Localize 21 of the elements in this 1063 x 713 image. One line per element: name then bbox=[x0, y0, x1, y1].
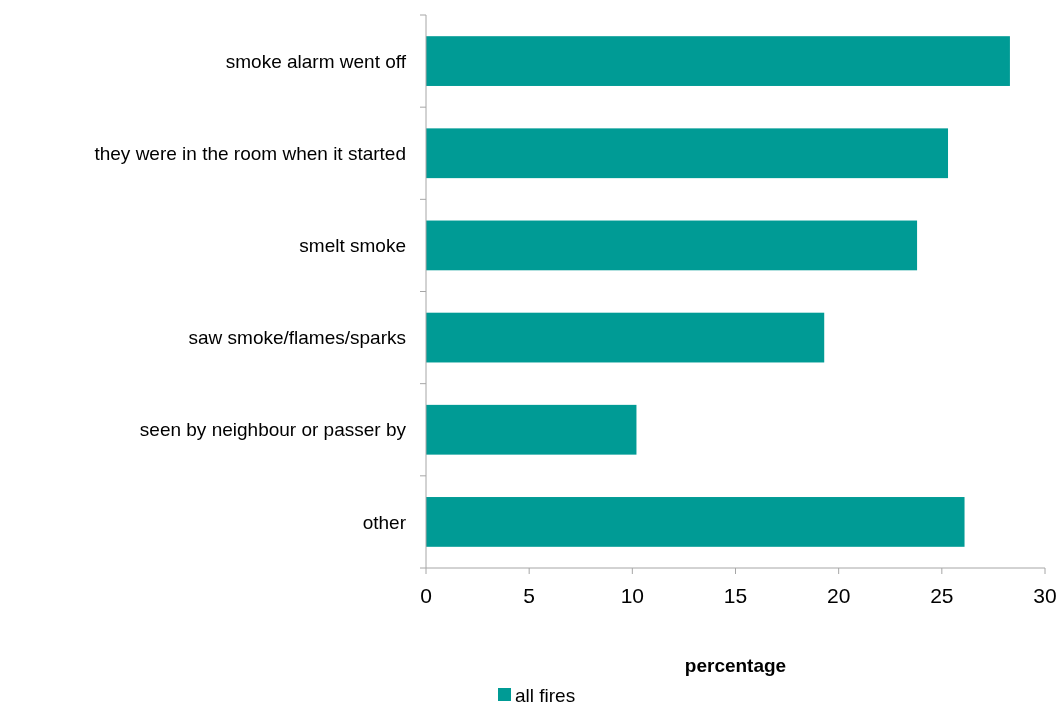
y-tick-label: other bbox=[362, 511, 407, 533]
x-axis-title: percentage bbox=[684, 655, 787, 676]
y-tick-label: seen by neighbour or passer by bbox=[139, 419, 407, 441]
x-tick-label: 20 bbox=[826, 583, 851, 607]
bar bbox=[426, 220, 918, 271]
y-tick-label: smelt smoke bbox=[299, 235, 406, 257]
x-tick-label: 30 bbox=[1033, 583, 1057, 607]
bar bbox=[426, 404, 637, 455]
x-tick-label: 5 bbox=[523, 583, 536, 607]
y-tick-label: they were in the room when it started bbox=[94, 142, 406, 164]
x-tick-label: 25 bbox=[930, 583, 954, 607]
y-tick-label: saw smoke/flames/sparks bbox=[188, 327, 406, 349]
x-tick-label: 15 bbox=[723, 583, 748, 607]
bar bbox=[426, 128, 949, 179]
x-tick-label: 0 bbox=[420, 583, 432, 607]
y-tick-label: smoke alarm went off bbox=[225, 50, 407, 72]
bar bbox=[426, 312, 825, 363]
legend-label: all fires bbox=[515, 684, 576, 706]
bar bbox=[426, 497, 965, 547]
x-tick-label: 10 bbox=[620, 583, 645, 607]
bar bbox=[426, 36, 1010, 86]
